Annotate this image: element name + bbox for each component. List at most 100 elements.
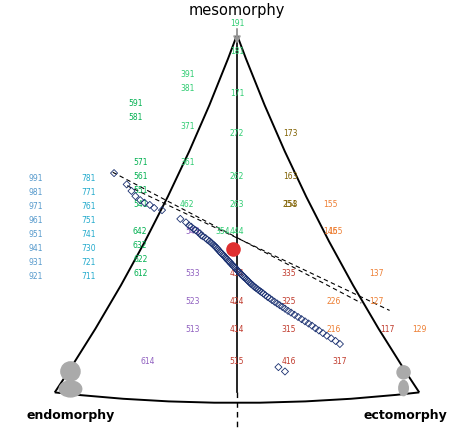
Text: 971: 971	[28, 202, 43, 211]
Point	[207, 239, 215, 246]
Ellipse shape	[398, 380, 409, 396]
Point	[262, 292, 269, 299]
Point	[336, 341, 344, 347]
Point	[284, 307, 292, 314]
Point	[202, 235, 210, 242]
Point	[319, 330, 327, 337]
Point	[228, 261, 235, 268]
Text: 561: 561	[133, 172, 147, 181]
Text: 961: 961	[28, 216, 43, 225]
Text: 263: 263	[230, 200, 244, 208]
Text: 632: 632	[133, 242, 147, 250]
Circle shape	[397, 366, 410, 379]
Point	[281, 368, 289, 375]
Text: 741: 741	[82, 230, 96, 239]
Point	[236, 269, 243, 276]
Point	[232, 265, 239, 272]
Text: 771: 771	[82, 188, 96, 197]
Text: 730: 730	[82, 244, 96, 253]
Text: 153: 153	[283, 200, 298, 208]
Point	[246, 279, 254, 286]
Text: mesomorphy: mesomorphy	[189, 3, 285, 18]
Point	[141, 199, 148, 206]
Text: 434: 434	[230, 269, 244, 278]
Point	[110, 170, 118, 177]
Point	[312, 325, 319, 332]
Text: 129: 129	[412, 325, 427, 334]
Point	[234, 267, 242, 274]
Point	[187, 223, 195, 230]
Point	[230, 263, 237, 270]
Text: 216: 216	[327, 325, 341, 334]
Point	[328, 335, 335, 342]
Text: 622: 622	[133, 255, 147, 264]
Point	[332, 337, 339, 344]
Text: 317: 317	[332, 358, 346, 366]
Point	[274, 364, 282, 371]
Text: 354: 354	[216, 228, 230, 236]
Text: 254: 254	[283, 200, 298, 208]
Point	[237, 271, 245, 278]
Point	[190, 225, 197, 232]
Text: 991: 991	[28, 174, 43, 183]
Point	[323, 332, 330, 339]
Text: 591: 591	[128, 99, 143, 108]
Point	[203, 236, 211, 243]
Text: 612: 612	[133, 269, 147, 278]
Text: 721: 721	[82, 258, 96, 267]
Point	[227, 259, 234, 266]
Point	[279, 303, 286, 310]
Point	[216, 248, 223, 255]
Point	[249, 282, 257, 289]
Point	[176, 215, 184, 222]
Point	[241, 274, 249, 281]
Point	[220, 252, 228, 259]
Text: 117: 117	[381, 325, 395, 334]
Text: 541: 541	[133, 200, 147, 208]
Point	[222, 255, 230, 262]
Point	[247, 281, 255, 288]
Point	[239, 272, 246, 279]
Text: 315: 315	[281, 325, 296, 334]
Point	[236, 270, 244, 277]
Point	[315, 327, 323, 334]
Text: 165: 165	[328, 228, 343, 236]
Point	[244, 277, 251, 284]
Point	[206, 238, 213, 245]
Point	[182, 219, 190, 226]
Text: 781: 781	[82, 174, 96, 183]
Ellipse shape	[58, 380, 82, 398]
Point	[254, 286, 262, 293]
Text: 155: 155	[323, 200, 337, 208]
Point	[128, 187, 135, 194]
Point	[132, 193, 139, 200]
Point	[214, 245, 221, 252]
Point	[185, 222, 193, 229]
Point	[123, 181, 130, 188]
Text: 642: 642	[133, 228, 147, 236]
Text: 444: 444	[230, 228, 244, 236]
Point	[210, 242, 218, 249]
Point	[242, 276, 250, 283]
Point	[209, 240, 216, 247]
Point	[212, 244, 220, 251]
Point	[294, 313, 302, 320]
Text: 381: 381	[180, 84, 194, 93]
Text: 272: 272	[230, 129, 244, 138]
Point	[231, 264, 238, 271]
Text: 262: 262	[230, 172, 244, 181]
Text: 462: 462	[180, 200, 194, 208]
Text: 181: 181	[230, 47, 244, 56]
Point	[308, 322, 316, 329]
Point	[137, 197, 144, 204]
Point	[266, 295, 273, 302]
Text: 951: 951	[28, 230, 43, 239]
Point	[301, 318, 309, 325]
Point	[305, 320, 312, 327]
Text: 941: 941	[28, 244, 43, 253]
Point	[192, 227, 200, 234]
Point	[240, 273, 247, 280]
Text: 424: 424	[230, 297, 244, 306]
Point	[219, 251, 227, 258]
Text: 335: 335	[281, 269, 296, 278]
